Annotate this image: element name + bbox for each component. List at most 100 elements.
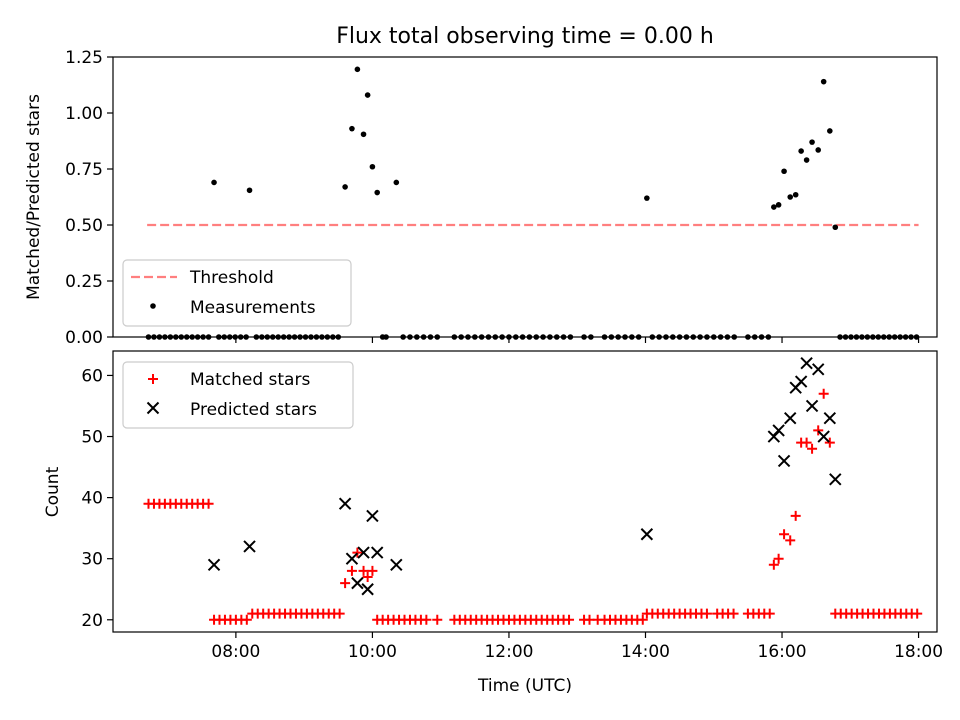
bottom-panel: Count Time (UTC) 20 30 40 50 60 08:00 10:00 12:… [43,350,943,696]
y-tick-label: 1.00 [65,104,103,124]
predicted-star-point [366,509,379,523]
predicted-star-point [361,583,374,596]
matched-star-point [358,565,369,576]
top-panel: Matched/Predicted stars 0.00 0.25 0.50 0.75… [24,48,938,348]
axes-frame [112,56,938,338]
axes-frame [112,350,938,633]
matched-star-point [912,608,923,619]
predicted-star-point [823,411,837,425]
measurement-point [393,179,400,186]
predicted-star-point [357,546,370,559]
matched-star-point [818,388,829,399]
matched-star-point [779,529,790,540]
legend-matched-swatch [148,374,158,384]
matched-star-point [564,614,575,625]
legend-box [122,361,354,429]
matched-star-point [203,498,214,509]
matched-star-point [241,614,252,625]
y-tick-label: 0.00 [65,328,103,348]
matched-star-point [701,608,712,619]
matched-star-point [340,578,351,589]
measurement-point [803,157,810,163]
x-tick-label: 08:00 [211,642,260,662]
y-tick-label: 60 [81,366,103,386]
measurement-point [798,148,804,154]
predicted-star-point [640,528,654,541]
measurement-point [771,204,777,210]
predicted-star-point [805,399,819,413]
legend-label: Measurements [190,298,316,318]
matched-star-point [764,608,775,619]
matched-star-point [352,547,363,558]
legend-label: Matched stars [190,370,310,390]
bottom-ylabel: Count [43,466,63,517]
matched-star-point [773,553,784,564]
matched-star-point [334,608,345,619]
predicted-star-point [829,473,842,486]
y-tick-label: 40 [81,489,103,509]
predicted-star-point [772,424,785,437]
y-tick-label: 0.25 [65,272,103,292]
matched-star-point [824,437,835,448]
predicted-star-point [390,558,403,572]
predicted-star-point [370,546,384,559]
predicted-star-point [812,363,825,376]
x-tick-label: 12:00 [484,642,533,662]
measurement-point [374,189,380,196]
predicted-star-point [345,552,359,565]
x-tick-label: 14:00 [621,642,670,662]
matched-star-point [813,425,824,436]
y-tick-label: 0.75 [65,160,103,180]
measurement-point [342,184,348,190]
matched-star-point [637,614,648,625]
measurement-point [354,66,361,73]
matched-star-point [421,614,432,625]
matched-star-point [346,565,357,576]
top-ylabel: Matched/Predicted stars [24,94,44,300]
measurement-point [364,92,371,98]
measurement-point [775,202,782,208]
predicted-star-point [800,357,813,370]
legend-predicted-swatch [146,401,160,415]
x-tick-label: 18:00 [894,642,943,662]
measurement-point [827,128,833,134]
legend-label: Threshold [189,268,274,288]
measurement-point [349,125,355,132]
x-tick-label: 16:00 [758,642,807,662]
matched-star-point [790,510,801,521]
predicted-star-point [338,497,352,510]
chart-title: Flux total observing time = 0.00 h [336,24,714,49]
measurement-point [360,131,367,138]
predicted-star-point [777,454,791,468]
predicted-star-point [351,576,364,590]
matched-star-point [362,572,373,583]
measurement-point [832,224,839,231]
legend-measurement-swatch [150,303,156,309]
predicted-star-point [817,430,830,443]
measurement-point [781,168,787,175]
measurement-point [815,147,822,153]
measurement-point [211,179,217,186]
measurement-point [246,187,253,194]
matched-star-point [728,608,739,619]
measurement-point [369,163,376,170]
matched-star-point [801,437,812,448]
legend-box [122,259,352,327]
measurement-point [644,195,650,201]
matched-star-point [432,614,443,625]
matched-star-point [768,559,779,570]
matched-star-point [807,443,818,454]
predicted-star-point [794,375,808,388]
measurement-point [809,139,815,145]
legend-label: Predicted stars [190,400,317,420]
y-tick-label: 30 [81,550,103,570]
measurement-point [792,191,799,198]
y-tick-label: 20 [81,611,103,631]
measurement-point [787,194,794,200]
predicted-star-point [243,540,256,553]
y-tick-label: 0.50 [65,216,103,236]
y-tick-label: 50 [81,428,103,448]
predicted-star-point [207,558,221,572]
matched-star-point [785,535,796,546]
